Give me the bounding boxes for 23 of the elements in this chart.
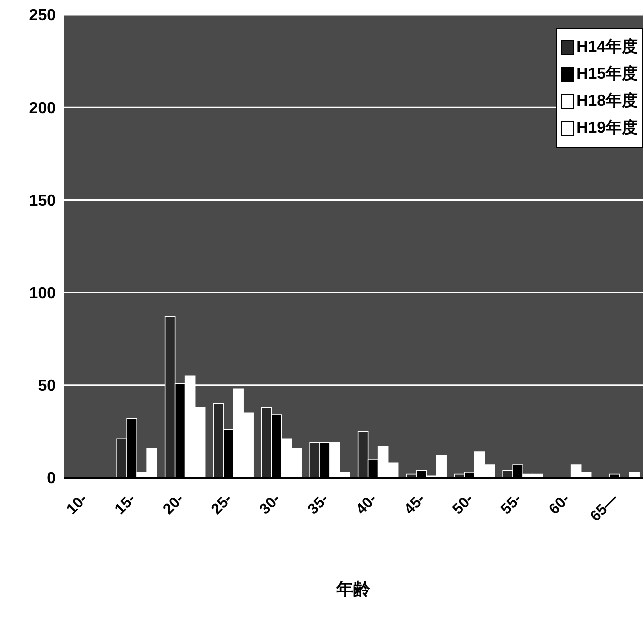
x-tick-label: 65—	[587, 490, 622, 526]
y-tick-label: 0	[47, 470, 56, 488]
y-tick-label: 200	[29, 100, 56, 118]
legend-label: H15年度	[576, 64, 638, 85]
x-tick-label: 35-	[304, 490, 332, 518]
x-tick-label: 55-	[498, 490, 526, 518]
y-tick-label: 50	[38, 378, 56, 396]
x-tick-label: 45-	[401, 490, 429, 518]
x-tick-label: 20-	[160, 490, 188, 518]
y-tick-label: 150	[29, 192, 56, 210]
x-tick-label: 50-	[450, 490, 477, 518]
x-tick-label: 60-	[546, 490, 574, 518]
x-axis-title: 年齢	[335, 579, 372, 601]
x-tick-label: 10-	[64, 490, 91, 518]
legend-label: H14年度	[576, 37, 638, 58]
legend-label: H18年度	[576, 91, 638, 112]
x-tick-label: 30-	[256, 490, 284, 518]
x-tick-label: 40-	[353, 490, 380, 518]
legend-label: H19年度	[576, 118, 638, 139]
x-tick-label: 25-	[208, 490, 236, 518]
x-tick-label: 15-	[112, 490, 140, 518]
y-tick-label: 250	[29, 8, 56, 25]
y-tick-label: 100	[29, 285, 56, 302]
